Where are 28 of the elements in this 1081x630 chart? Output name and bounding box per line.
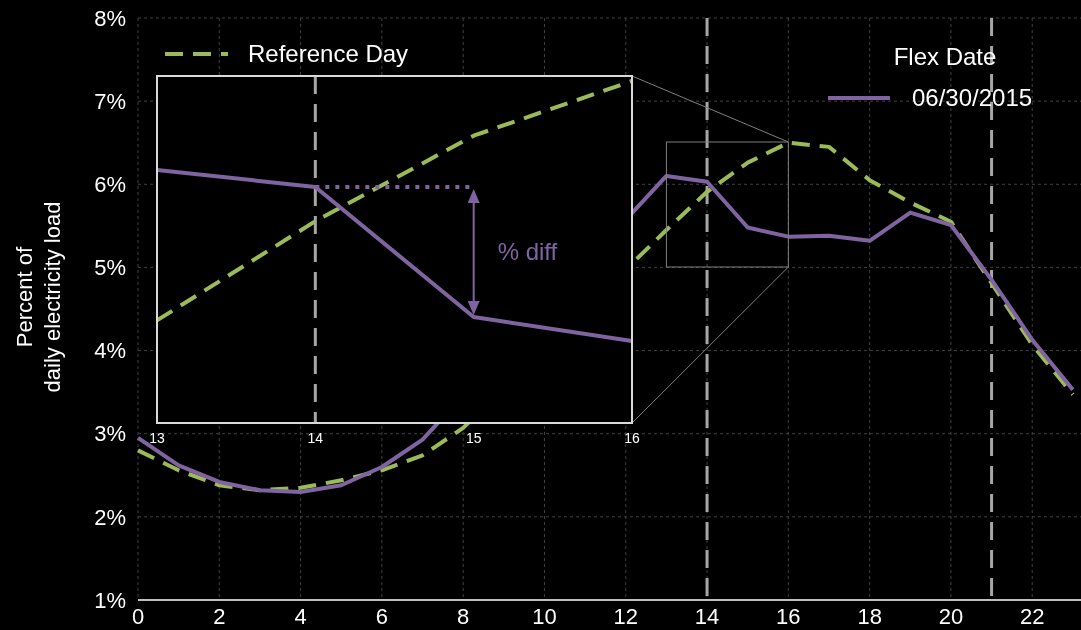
y-tick-label: 3% (94, 421, 126, 447)
y-tick-label: 6% (94, 171, 126, 197)
legend-label: 06/30/2015 (912, 84, 1033, 112)
x-tick-label: 14 (694, 604, 720, 629)
x-tick-label: 16 (624, 430, 640, 446)
y-axis-title: Percent of daily electricity load (12, 201, 65, 393)
x-tick-label: 16 (776, 604, 801, 629)
y-tick-label: 7% (94, 88, 126, 114)
y-tick-label: 1% (94, 587, 126, 613)
x-tick-label: 10 (532, 604, 557, 629)
x-tick-label: 8 (457, 604, 470, 629)
legend-label: Reference Day (248, 40, 409, 68)
x-tick-label: 2 (213, 604, 226, 629)
y-tick-label: 5% (94, 255, 126, 281)
x-tick-label: 18 (857, 604, 882, 629)
x-tick-label: 12 (613, 604, 638, 629)
y-tick-label: 2% (94, 504, 126, 530)
x-tick-label: 14 (307, 430, 324, 446)
x-tick-label: 13 (149, 430, 165, 446)
x-tick-label: 4 (294, 604, 307, 629)
x-tick-label: 20 (938, 604, 964, 629)
y-tick-label: 4% (94, 338, 126, 364)
x-tick-label: 0 (131, 604, 145, 629)
y-tick-label: 8% (94, 5, 126, 31)
x-tick-label: 15 (465, 430, 482, 446)
annotation: % diff (497, 238, 558, 266)
x-tick-label: 22 (1019, 604, 1045, 629)
x-tick-label: 6 (375, 604, 388, 629)
